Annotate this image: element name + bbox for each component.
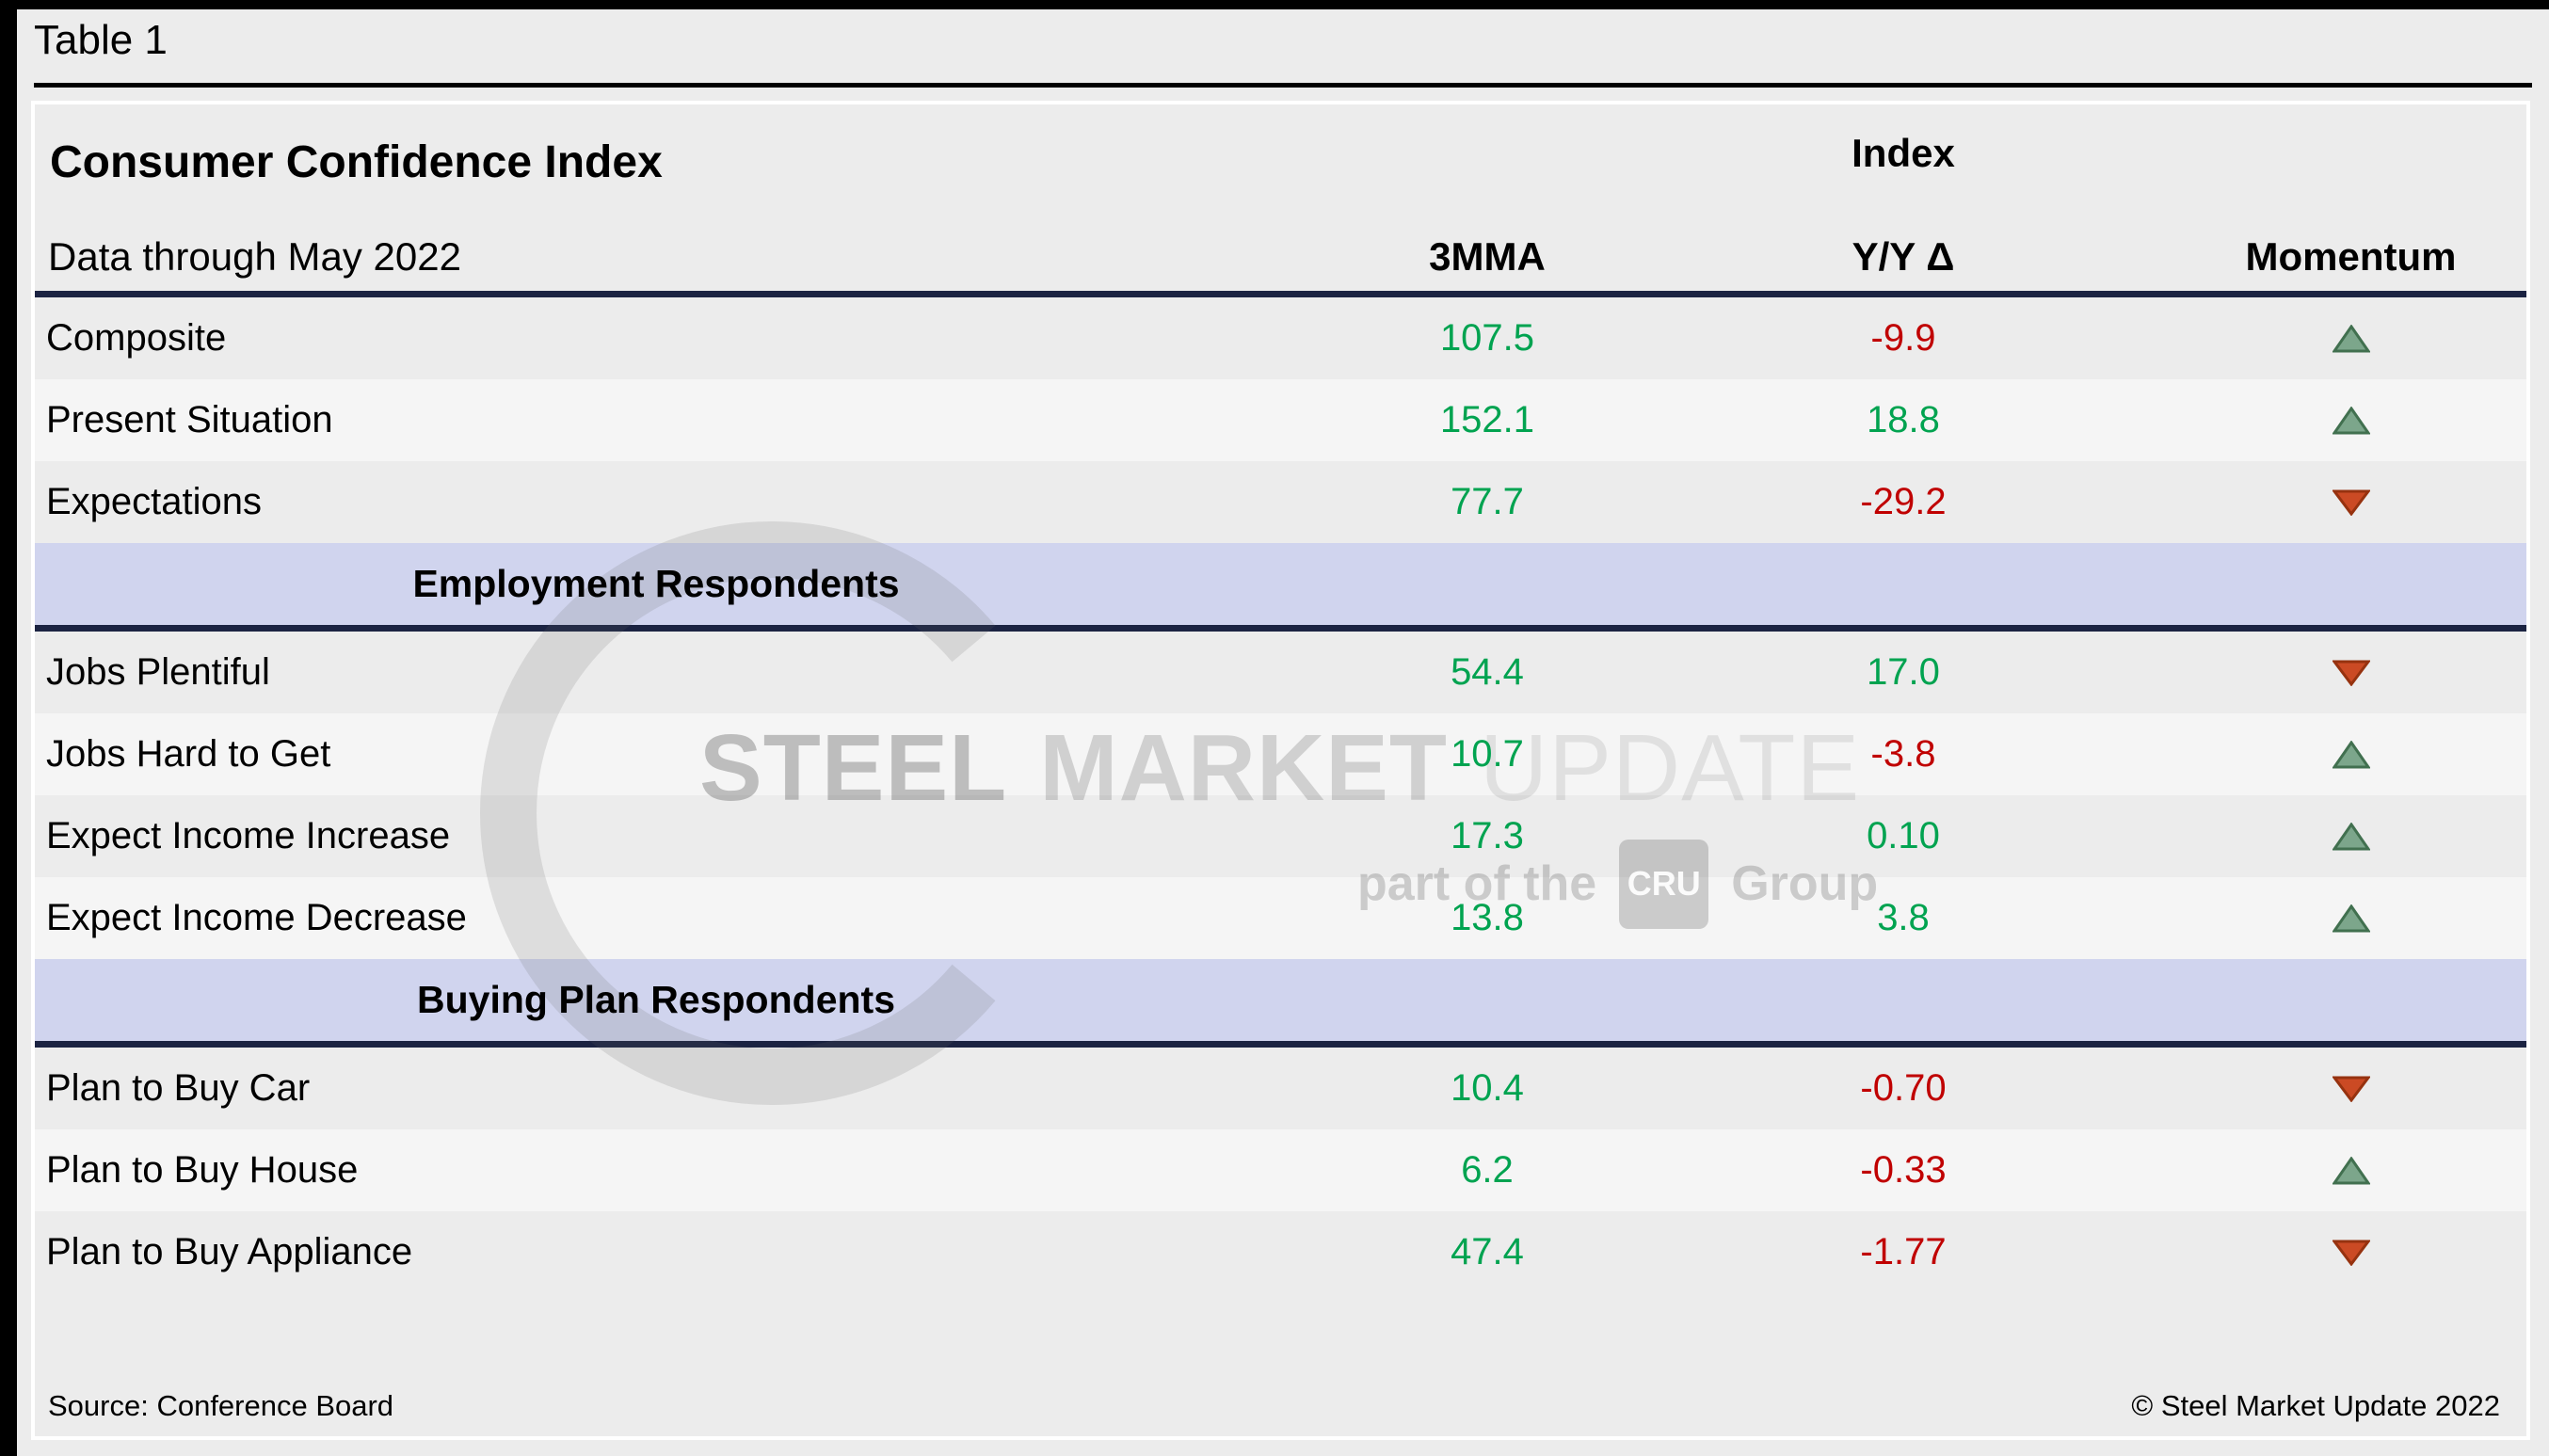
table-row: Plan to Buy Appliance 47.4 -1.77 (35, 1211, 2526, 1293)
momentum-cell (2109, 406, 2526, 435)
down-triangle-icon (2332, 489, 2370, 516)
row-label: Expectations (46, 481, 263, 522)
mma-value: 152.1 (1439, 399, 1535, 440)
up-triangle-icon (2332, 822, 2370, 850)
momentum-cell (2109, 822, 2526, 851)
column-header-3mma: 3MMA (1429, 234, 1546, 279)
table-row: Expectations 77.7 -29.2 (35, 461, 2526, 543)
frame-top-border (0, 0, 2549, 9)
table-row: Jobs Hard to Get 10.7 -3.8 (35, 713, 2526, 795)
row-label: Plan to Buy Car (46, 1067, 311, 1109)
yoy-value: -29.2 (1860, 481, 1947, 522)
yoy-value: -0.33 (1860, 1149, 1947, 1191)
copyright-note: © Steel Market Update 2022 (2131, 1389, 2500, 1422)
frame-left-border (0, 0, 17, 1456)
source-note: Source: Conference Board (48, 1389, 394, 1422)
up-triangle-icon (2332, 406, 2370, 434)
yoy-value: -9.9 (1870, 317, 1936, 359)
momentum-cell (2109, 740, 2526, 769)
column-header-momentum: Momentum (2245, 234, 2457, 279)
mma-value: 77.7 (1451, 481, 1524, 522)
row-label: Jobs Hard to Get (46, 733, 331, 775)
row-label: Plan to Buy Appliance (46, 1231, 413, 1272)
mma-value: 17.3 (1451, 815, 1524, 856)
table-row: Expect Income Decrease 13.8 3.8 (35, 877, 2526, 959)
table-row: Jobs Plentiful 54.4 17.0 (35, 632, 2526, 713)
section-header-label: Employment Respondents (412, 562, 900, 605)
yoy-value: -1.77 (1860, 1231, 1947, 1272)
yoy-value: 18.8 (1867, 399, 1940, 440)
up-triangle-icon (2332, 324, 2370, 352)
mma-value: 107.5 (1439, 317, 1535, 359)
yoy-value: -3.8 (1870, 733, 1936, 775)
momentum-cell (2109, 1076, 2526, 1102)
up-triangle-icon (2332, 904, 2370, 932)
section-header-label: Buying Plan Respondents (417, 978, 895, 1021)
table-header: Consumer Confidence Index Index Data thr… (35, 104, 2526, 297)
table-body: Composite 107.5 -9.9 Present Situation 152.1… (35, 297, 2526, 1293)
yoy-value: 3.8 (1877, 897, 1930, 938)
page-tag: Table 1 (34, 17, 168, 63)
mma-value: 54.4 (1451, 651, 1524, 693)
row-label: Jobs Plentiful (46, 651, 270, 693)
table-row: Composite 107.5 -9.9 (35, 297, 2526, 379)
row-label: Plan to Buy House (46, 1149, 359, 1191)
momentum-cell (2109, 324, 2526, 353)
yoy-value: 17.0 (1867, 651, 1940, 693)
column-header-yoy: Y/Y Δ (1852, 234, 1955, 279)
mma-value: 6.2 (1461, 1149, 1514, 1191)
table-subtitle: Data through May 2022 (48, 234, 461, 279)
row-label: Composite (46, 317, 227, 359)
down-triangle-icon (2332, 1076, 2370, 1102)
page-tag-rule (34, 83, 2532, 88)
yoy-value: -0.70 (1860, 1067, 1947, 1109)
row-label: Expect Income Increase (46, 815, 451, 856)
table-row: Present Situation 152.1 18.8 (35, 379, 2526, 461)
row-label: Present Situation (46, 399, 333, 440)
momentum-cell (2109, 904, 2526, 933)
yoy-value: 0.10 (1867, 815, 1940, 856)
row-label: Expect Income Decrease (46, 897, 467, 938)
momentum-cell (2109, 1240, 2526, 1266)
table-row: Plan to Buy Car 10.4 -0.70 (35, 1048, 2526, 1129)
momentum-cell (2109, 489, 2526, 516)
mma-value: 13.8 (1451, 897, 1524, 938)
mma-value: 10.7 (1451, 733, 1524, 775)
momentum-cell (2109, 660, 2526, 686)
section-header: Employment Respondents (35, 543, 2526, 632)
table-row: Expect Income Increase 17.3 0.10 (35, 795, 2526, 877)
momentum-cell (2109, 1156, 2526, 1185)
down-triangle-icon (2332, 1240, 2370, 1266)
up-triangle-icon (2332, 740, 2370, 768)
mma-value: 10.4 (1451, 1067, 1524, 1109)
index-group-header: Index (1852, 131, 1955, 175)
down-triangle-icon (2332, 660, 2370, 686)
column-header-row: Data through May 2022 3MMA Y/Y Δ Momentu… (35, 234, 2526, 280)
table-title: Consumer Confidence Index (50, 137, 663, 187)
consumer-confidence-table: STEELMARKETUPDATE part of the CRU Group … (31, 101, 2530, 1440)
table-row: Plan to Buy House 6.2 -0.33 (35, 1129, 2526, 1211)
section-header: Buying Plan Respondents (35, 959, 2526, 1048)
up-triangle-icon (2332, 1156, 2370, 1184)
mma-value: 47.4 (1451, 1231, 1524, 1272)
